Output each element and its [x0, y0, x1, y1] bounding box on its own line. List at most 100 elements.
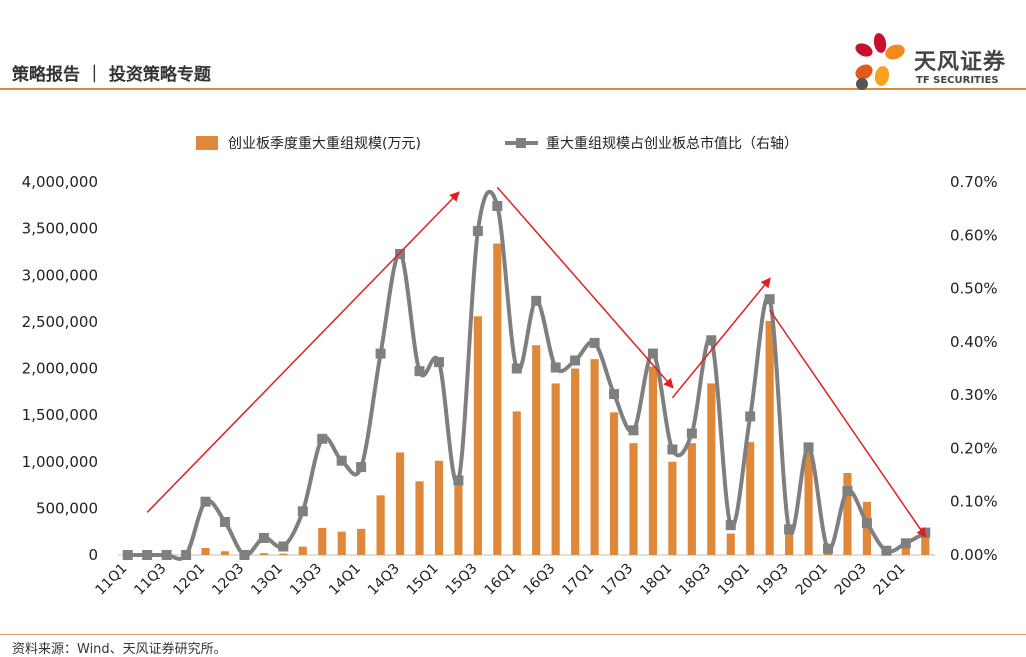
line-point: [745, 411, 755, 421]
x-tick-label: 14Q3: [365, 561, 403, 599]
line-point: [162, 550, 172, 560]
bar: [649, 367, 657, 555]
bar: [201, 548, 209, 555]
bar: [260, 553, 268, 555]
logo-text-cn: 天风证券: [914, 44, 1006, 76]
legend-bar-label: 创业板季度重大重组规模(万元): [228, 136, 421, 152]
bar: [571, 369, 579, 556]
bar: [493, 244, 501, 555]
bar: [435, 461, 443, 555]
line-point: [415, 366, 425, 376]
line-point: [531, 296, 541, 306]
bar: [299, 547, 307, 555]
line-point: [434, 357, 444, 367]
line-point: [453, 475, 463, 485]
x-tick-label: 17Q1: [559, 561, 597, 599]
x-tick-label: 14Q1: [326, 561, 364, 599]
bar: [688, 443, 696, 555]
line-point: [512, 364, 522, 374]
bar: [532, 345, 540, 555]
x-tick-label: 18Q1: [637, 561, 675, 599]
left-tick-label: 4,000,000: [22, 173, 98, 191]
flower-logo-icon: [850, 30, 912, 92]
line-point: [590, 338, 600, 348]
line-point: [259, 533, 269, 543]
bar: [629, 443, 637, 555]
line-point: [181, 550, 191, 560]
bar: [415, 481, 423, 555]
x-tick-label: 20Q3: [832, 561, 870, 599]
legend-line-label: 重大重组规模占创业板总市值比（右轴）: [546, 135, 798, 152]
left-tick-label: 3,000,000: [22, 266, 98, 284]
right-tick-label: 0.40%: [950, 333, 998, 351]
line-point: [239, 550, 249, 560]
right-tick-label: 0.60%: [950, 226, 998, 244]
x-tick-label: 20Q1: [793, 561, 831, 599]
left-tick-label: 2,500,000: [22, 313, 98, 331]
bar-series: [182, 244, 929, 555]
bar: [843, 473, 851, 555]
right-tick-label: 0.70%: [950, 173, 998, 191]
line-point: [726, 520, 736, 530]
bar: [746, 442, 754, 555]
line-point: [784, 524, 794, 534]
bar: [727, 534, 735, 555]
right-tick-label: 0.00%: [950, 546, 998, 564]
right-tick-label: 0.10%: [950, 493, 998, 511]
brand-logo: 天风证券 TF SECURITIES: [850, 30, 1026, 90]
bar: [513, 411, 521, 555]
bar: [279, 554, 287, 555]
footer-divider: [0, 634, 1026, 635]
x-tick-label: 11Q1: [93, 561, 131, 599]
bar: [396, 452, 404, 555]
line-point: [142, 550, 152, 560]
left-tick-label: 1,500,000: [22, 406, 98, 424]
line-point: [570, 356, 580, 366]
bar: [804, 452, 812, 555]
line-point: [298, 506, 308, 516]
line-point: [667, 444, 677, 454]
line-point: [337, 456, 347, 466]
right-tick-label: 0.50%: [950, 280, 998, 298]
x-tick-label: 18Q3: [676, 561, 714, 599]
x-tick-label: 16Q1: [482, 561, 520, 599]
line-point: [473, 226, 483, 236]
x-tick-label: 13Q3: [287, 561, 325, 599]
x-tick-label: 12Q3: [209, 561, 247, 599]
line-point: [376, 349, 386, 359]
x-tick-label: 17Q3: [598, 561, 636, 599]
bar: [707, 383, 715, 555]
line-point: [492, 201, 502, 211]
line-point: [862, 518, 872, 528]
bar: [610, 412, 618, 555]
bar: [766, 321, 774, 555]
line-point: [220, 517, 230, 527]
chart-legend: 创业板季度重大重组规模(万元) 重大重组规模占创业板总市值比（右轴）: [196, 135, 798, 152]
line-point: [609, 389, 619, 399]
line-point: [842, 486, 852, 496]
left-axis-labels: 0500,0001,000,0001,500,0002,000,0002,500…: [22, 173, 98, 564]
trend-arrow: [147, 193, 458, 513]
chart: 创业板季度重大重组规模(万元) 重大重组规模占创业板总市值比（右轴） 0500,…: [0, 100, 1026, 630]
bar: [357, 529, 365, 555]
left-tick-label: 3,500,000: [22, 220, 98, 238]
bar: [590, 359, 598, 555]
x-tick-label: 11Q3: [131, 561, 169, 599]
bar: [668, 462, 676, 555]
page-title: 策略报告 ｜ 投资策略专题: [12, 60, 211, 85]
line-point: [628, 425, 638, 435]
right-tick-label: 0.30%: [950, 386, 998, 404]
left-tick-label: 2,000,000: [22, 360, 98, 378]
right-axis-labels: 0.00%0.10%0.20%0.30%0.40%0.50%0.60%0.70%: [950, 173, 998, 564]
x-tick-label: 19Q3: [754, 561, 792, 599]
x-tick-label: 13Q1: [248, 561, 286, 599]
x-tick-label: 12Q1: [170, 561, 208, 599]
x-tick-label: 15Q1: [404, 561, 442, 599]
line-point: [901, 538, 911, 548]
logo-text-en: TF SECURITIES: [916, 75, 999, 86]
bar: [474, 316, 482, 555]
line-point: [765, 294, 775, 304]
line-point: [123, 550, 133, 560]
line-point: [823, 544, 833, 554]
